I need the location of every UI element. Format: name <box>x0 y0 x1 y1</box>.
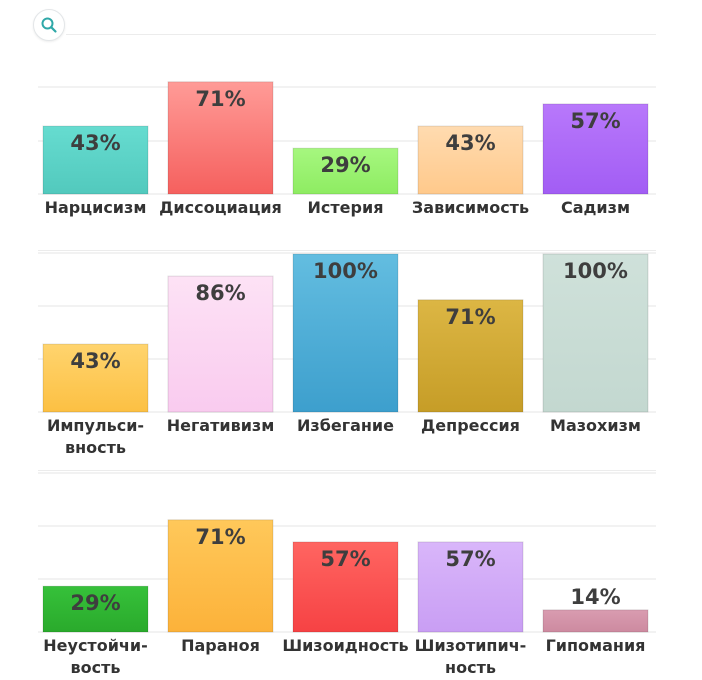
header-divider <box>66 34 656 35</box>
category-label: Неустойчи- <box>43 636 147 655</box>
bar-value-label: 57% <box>445 547 495 571</box>
category-label: Зависимость <box>412 198 529 217</box>
bar-value-label: 29% <box>70 591 120 615</box>
category-label: Шизоидность <box>282 636 408 655</box>
search-icon <box>40 16 58 34</box>
bar <box>542 609 649 633</box>
bar-value-label: 71% <box>195 87 245 111</box>
bar-value-label: 43% <box>70 131 120 155</box>
search-button[interactable] <box>33 9 65 41</box>
chart-panel-3: 29% Неустойчи-вость 71% Параноя 57% Шизоиднос… <box>38 472 656 677</box>
category-label: ность <box>445 658 496 677</box>
bar-value-label: 57% <box>320 547 370 571</box>
bar-value-label: 29% <box>320 153 370 177</box>
category-label: Мазохизм <box>550 416 641 435</box>
bar <box>292 253 399 413</box>
bar <box>42 585 149 633</box>
panel-divider <box>38 470 656 471</box>
bar <box>417 299 524 413</box>
bar <box>42 125 149 195</box>
bar <box>542 103 649 195</box>
bar-value-label: 43% <box>70 349 120 373</box>
bar-value-label: 100% <box>563 259 628 283</box>
bar <box>42 343 149 413</box>
category-label: вость <box>71 658 121 677</box>
category-label: Гипомания <box>546 636 646 655</box>
category-label: Шизотипич- <box>415 636 527 655</box>
bar <box>167 275 274 413</box>
bar-value-label: 86% <box>195 281 245 305</box>
bar-value-label: 14% <box>570 585 620 609</box>
category-label: Истерия <box>308 198 384 217</box>
category-label: Депрессия <box>421 416 520 435</box>
bar <box>167 81 274 195</box>
bar-value-label: 71% <box>445 305 495 329</box>
category-label: Нарцисизм <box>45 198 147 217</box>
bar-value-label: 100% <box>313 259 378 283</box>
bar <box>292 541 399 633</box>
chart-panel-1: 43% Нарцисизм 71% Диссоциация 29% Истерия 43% З… <box>38 81 656 217</box>
bar-value-label: 57% <box>570 109 620 133</box>
bar <box>167 519 274 633</box>
bar-value-label: 71% <box>195 525 245 549</box>
category-label: Параноя <box>181 636 260 655</box>
panel-divider <box>38 250 656 251</box>
bar <box>417 125 524 195</box>
bar <box>417 541 524 633</box>
bar <box>292 147 399 195</box>
category-label: Диссоциация <box>159 198 282 217</box>
category-label: Негативизм <box>167 416 275 435</box>
category-label: Импульси- <box>47 416 144 435</box>
bar-value-label: 43% <box>445 131 495 155</box>
chart-panel-2: 43% Импульси-вность 86% Негативизм 100% Избег… <box>38 252 656 457</box>
category-label: Избегание <box>297 416 394 435</box>
category-label: Садизм <box>561 198 630 217</box>
bar <box>542 253 649 413</box>
category-label: вность <box>65 438 126 457</box>
